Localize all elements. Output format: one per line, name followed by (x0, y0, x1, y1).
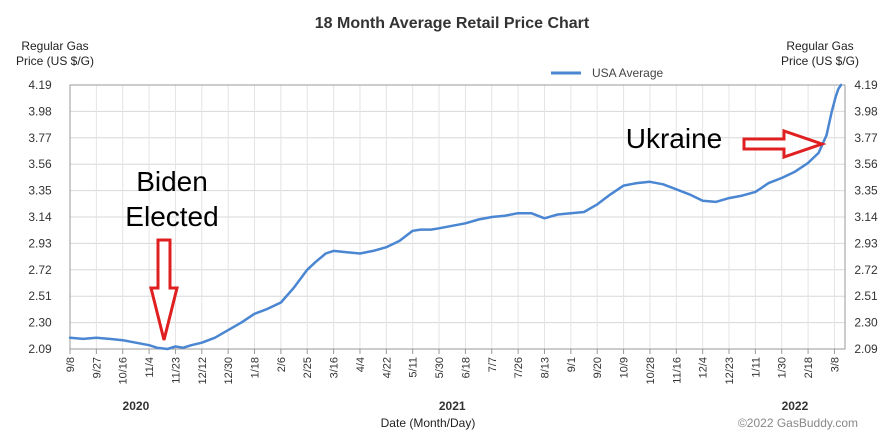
x-tick-label: 1/30 (777, 357, 789, 378)
x-tick-label: 5/30 (434, 357, 446, 378)
x-tick-label: 10/16 (118, 357, 130, 385)
x-tick-label: 1/11 (750, 357, 762, 378)
y-tick-label-right: 3.35 (854, 184, 878, 198)
y-tick-label-left: 2.51 (28, 289, 52, 303)
y-axis-title-line: Price (US $/G) (781, 54, 859, 68)
year-label: 2020 (123, 399, 150, 413)
copyright: ©2022 GasBuddy.com (738, 416, 858, 430)
x-tick-label: 7/7 (487, 357, 499, 372)
x-tick-label: 12/4 (698, 357, 710, 378)
annotation-text: Biden (136, 166, 208, 197)
series-layer (68, 83, 843, 351)
legend: USA Average (551, 66, 663, 80)
x-tick-label: 6/18 (460, 357, 472, 378)
y-tick-label-right: 2.30 (854, 316, 878, 330)
x-tick-label: 12/23 (724, 357, 736, 385)
y-tick-label-right: 2.93 (854, 236, 878, 250)
x-tick-label: 3/16 (329, 357, 341, 378)
annotation-text: Elected (125, 201, 218, 232)
x-tick-label: 5/11 (408, 357, 420, 378)
x-tick-label: 7/26 (513, 357, 525, 378)
y-tick-label-right: 2.09 (854, 342, 878, 356)
y-tick-label-right: 4.19 (854, 78, 878, 92)
x-tick-label: 3/8 (829, 357, 841, 372)
annotation-text: Ukraine (626, 123, 722, 154)
y-tick-label-left: 4.19 (28, 78, 52, 92)
x-tick-label: 2/25 (302, 357, 314, 378)
y-tick-label-right: 3.98 (854, 104, 878, 118)
y-tick-label-left: 2.09 (28, 342, 52, 356)
annotation-arrow-right (742, 128, 827, 160)
x-tick-label: 11/16 (671, 357, 683, 384)
y-axis-title-line: Price (US $/G) (16, 54, 94, 68)
x-tick-label: 9/27 (91, 357, 103, 378)
y-tick-label-left: 3.77 (28, 131, 52, 145)
x-tick-label: 8/13 (539, 357, 551, 378)
year-label: 2022 (782, 399, 809, 413)
y-tick-label-right: 2.72 (854, 263, 878, 277)
x-ticks: 9/8 9/27 10/16 11/4 11/23 12/12 12/30 1/18 2/6 2/… (65, 349, 841, 385)
y-tick-label-left: 3.56 (28, 157, 52, 171)
x-tick-label: 1/18 (250, 357, 262, 378)
y-axis-title-line: Regular Gas (786, 39, 853, 53)
chart-title: 18 Month Average Retail Price Chart (315, 15, 590, 32)
x-tick-label: 2/18 (803, 357, 815, 378)
x-tick-label: 11/23 (170, 357, 182, 384)
plot-area-border (69, 84, 846, 350)
year-labels: 2020 2021 2022 (123, 399, 809, 413)
y-ticks-left: 2.09 2.30 2.51 2.72 2.93 3.14 3.35 3.56 3.77 3.98… (28, 78, 52, 356)
y-tick-label-right: 3.77 (854, 131, 878, 145)
x-tick-label: 4/22 (381, 357, 393, 378)
y-tick-label-left: 3.14 (28, 210, 52, 224)
y-axis-title-line: Regular Gas (21, 39, 88, 53)
legend-label: USA Average (592, 66, 663, 80)
series-line-usa-average (68, 83, 843, 351)
x-tick-label: 4/4 (355, 357, 367, 372)
x-tick-label: 12/30 (223, 357, 235, 385)
x-tick-label: 10/28 (645, 357, 657, 385)
x-tick-label: 9/20 (592, 357, 604, 378)
y-tick-label-right: 2.51 (854, 289, 878, 303)
x-tick-label: 10/9 (619, 357, 631, 378)
x-tick-label: 9/1 (566, 357, 578, 372)
x-tick-label: 12/12 (197, 357, 209, 385)
y-ticks-right: 2.09 2.30 2.51 2.72 2.93 3.14 3.35 3.56 3.77 3.98… (854, 78, 878, 356)
year-label: 2021 (439, 399, 466, 413)
y-tick-label-left: 2.93 (28, 236, 52, 250)
y-tick-label-right: 3.56 (854, 157, 878, 171)
y-tick-label-left: 2.72 (28, 263, 52, 277)
annotation-ukraine: Ukraine (626, 123, 827, 160)
x-tick-label: 11/4 (144, 357, 156, 378)
x-tick-label: 2/6 (276, 357, 288, 372)
y-tick-label-left: 2.30 (28, 316, 52, 330)
annotation-arrow-down (149, 238, 179, 341)
y-tick-label-right: 3.14 (854, 210, 878, 224)
x-axis-title: Date (Month/Day) (381, 416, 476, 430)
y-tick-label-left: 3.35 (28, 184, 52, 198)
x-tick-label: 9/8 (65, 357, 77, 372)
annotation-biden-elected: Biden Elected (125, 166, 219, 341)
y-tick-label-left: 3.98 (28, 104, 52, 118)
